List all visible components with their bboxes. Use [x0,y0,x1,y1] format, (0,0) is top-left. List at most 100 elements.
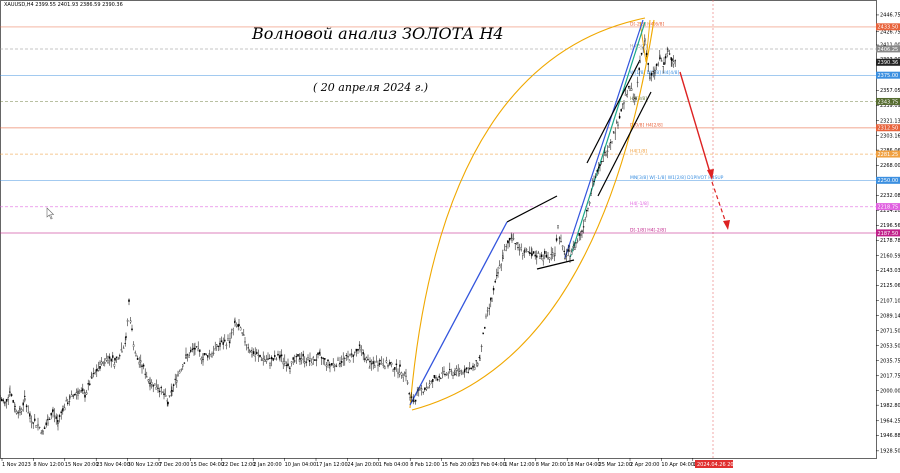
candle-body [662,66,664,67]
candle-body [484,326,486,329]
candle-body [162,391,164,393]
candle-body [436,379,439,381]
candle-body [576,240,579,242]
candle-body [357,348,359,351]
candle-body [347,356,349,358]
candle-body [220,340,223,342]
candle-body [128,299,130,302]
candle-body [125,336,127,338]
candle-body [322,357,324,360]
candle-body [348,359,351,363]
candle-body [25,405,28,408]
candle-body [372,361,374,364]
candle-body [618,115,621,119]
candle-body [459,371,461,374]
candle-body [517,247,519,249]
x-tick-label: 23 Nov 04:00 [96,462,130,468]
candle-body [454,373,456,375]
candle-body [443,370,445,372]
candle-body [664,56,667,59]
candle-body [652,71,654,73]
candle-body [649,78,651,81]
y-tick-label: 2357.05 [880,88,900,94]
y-tick-label: 2125.06 [880,283,900,289]
candle-body [473,367,476,370]
candle-body [392,369,394,372]
candle-body [334,364,336,367]
candle-body [470,367,473,369]
candle-body [297,354,299,357]
candle-body [450,370,453,372]
candle-body [382,364,384,366]
candle-body [22,402,24,406]
candle-body [405,375,407,377]
candle-body [57,420,59,423]
candle-body [87,383,89,385]
candle-body [254,354,256,357]
candle-body [400,372,403,376]
candle-body [115,356,118,358]
candle-body [207,355,209,358]
candle-body [314,359,316,361]
candle-body [305,361,308,363]
candle-body [48,418,51,420]
x-tick-label: 8 Feb 12:00 [410,462,440,468]
candle-body [260,359,263,361]
candle-body [69,396,71,398]
candle-body [188,355,190,358]
candle-body [638,67,640,71]
candle-body [211,353,213,357]
price-tag: 2218.75 [876,203,900,211]
candle-body [108,356,111,359]
candle-body [327,359,329,362]
candle-body [82,388,84,392]
candle-body [668,53,671,55]
level-label: H4[5/8] [630,44,647,50]
candle-body [572,246,574,248]
candle-body [272,358,274,361]
candle-body [480,345,483,348]
candle-body [104,362,106,364]
y-tick-label: 1964.25 [880,418,900,424]
candle-body [70,394,73,397]
candle-body [424,387,426,390]
candle-body [330,363,333,366]
candle-body [410,396,413,398]
x-tick-label: 1 Mar 12:00 [504,462,534,468]
candle-body [671,58,673,61]
candle-body [377,364,379,366]
candle-body [659,57,661,60]
candle-body [217,345,220,347]
candle-body [174,378,176,380]
channel-top-1 [506,195,558,223]
candle-body [225,344,228,346]
candle-body [427,387,429,389]
candle-body [345,355,348,357]
level-label: H4[1/8] [630,149,647,155]
candle-body [290,361,293,364]
candle-body [19,411,21,413]
candle-body [617,124,619,126]
price-tag-label: 2250.00 [878,178,899,184]
wave-blue-2 [564,19,644,259]
candle-body [628,85,630,88]
candle-body [315,359,318,361]
candle-body [520,246,522,250]
forecast-arrowhead-1 [707,169,714,180]
candle-body [17,412,19,414]
candle-body [200,357,203,361]
candle-body [455,368,458,371]
x-tick-label: 10 Apr 04:00 [661,462,694,468]
candle-body [488,307,490,309]
candle-body [186,354,189,356]
candle-body [245,344,248,346]
candle-body [234,320,236,322]
candle-body [113,363,116,367]
candle-body [232,328,234,331]
x-tick-label: 15 Nov 20:00 [65,462,99,468]
candle-body [408,393,410,395]
price-tag-label: 2375.00 [878,73,899,79]
price-tag-label: 2343.75 [878,99,899,105]
candle-body [449,369,451,371]
